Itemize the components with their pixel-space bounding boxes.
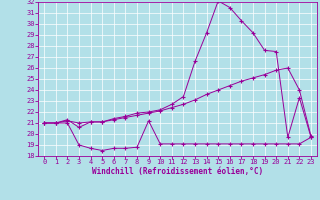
- X-axis label: Windchill (Refroidissement éolien,°C): Windchill (Refroidissement éolien,°C): [92, 167, 263, 176]
